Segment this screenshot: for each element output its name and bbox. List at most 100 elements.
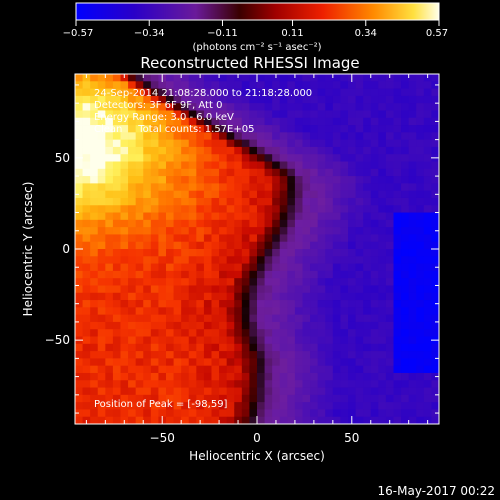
heatmap-cell (408, 351, 417, 359)
heatmap-cell (128, 380, 137, 388)
heatmap-cell (363, 336, 372, 345)
heatmap-cell (423, 394, 432, 403)
heatmap-cell (416, 227, 425, 235)
heatmap-cell (97, 321, 106, 330)
heatmap-cell (135, 183, 144, 192)
heatmap-cell (166, 300, 174, 308)
heatmap-cell (188, 205, 197, 213)
heatmap-cell (135, 365, 144, 374)
heatmap-cell (325, 270, 334, 279)
heatmap-cell (272, 183, 281, 192)
heatmap-cell (128, 88, 137, 97)
heatmap-cell (264, 95, 273, 104)
heatmap-cell (128, 146, 137, 155)
heatmap-cell (348, 394, 356, 403)
heatmap-cell (363, 168, 372, 177)
heatmap-cell (196, 125, 205, 133)
heatmap-cell (401, 168, 410, 177)
heatmap-cell (378, 394, 387, 403)
heatmap-cell (196, 81, 205, 89)
heatmap-cell (348, 409, 356, 418)
heatmap-cell (173, 227, 182, 235)
heatmap-cell (173, 314, 182, 323)
heatmap-cell (211, 263, 220, 272)
heatmap-cell (348, 256, 356, 264)
heatmap-cell (294, 125, 303, 133)
heatmap-cell (317, 103, 326, 111)
heatmap-cell (363, 117, 372, 126)
heatmap-cell (279, 125, 288, 133)
heatmap-cell (272, 300, 281, 308)
heatmap-cell (317, 249, 326, 257)
heatmap-cell (135, 95, 144, 104)
heatmap-cell (188, 321, 197, 330)
heatmap-cell (416, 372, 425, 381)
heatmap-cell (385, 307, 394, 316)
heatmap-cell (135, 249, 144, 257)
heatmap-cell (97, 161, 106, 170)
heatmap-cell (166, 307, 174, 316)
heatmap-cell (196, 168, 205, 177)
heatmap-cell (302, 176, 311, 184)
heatmap-cell (143, 197, 152, 206)
heatmap-cell (355, 117, 364, 126)
heatmap-cell (211, 256, 220, 264)
heatmap-cell (423, 402, 432, 410)
heatmap-cell (401, 219, 410, 228)
heatmap-cell (105, 278, 114, 286)
heatmap-cell (219, 74, 228, 82)
heatmap-cell (370, 307, 379, 316)
heatmap-cell (234, 139, 243, 148)
heatmap-cell (226, 146, 235, 155)
heatmap-cell (90, 409, 99, 418)
heatmap-cell (249, 372, 258, 381)
heatmap-cell (82, 307, 91, 316)
heatmap-cell (393, 183, 402, 192)
heatmap-cell (378, 234, 387, 243)
heatmap-cell (90, 95, 99, 104)
colorbar-tick-label: 0.34 (355, 28, 377, 39)
heatmap-cell (408, 95, 417, 104)
heatmap-cell (181, 95, 190, 104)
heatmap-cell (287, 402, 296, 410)
heatmap-cell (257, 351, 265, 359)
heatmap-cell (408, 307, 417, 316)
heatmap-cell (82, 95, 91, 104)
heatmap-cell (173, 292, 182, 301)
heatmap-cell (196, 314, 205, 323)
heatmap-cell (370, 416, 379, 425)
heatmap-cell (310, 278, 319, 286)
heatmap-cell (105, 88, 114, 97)
heatmap-cell (378, 365, 387, 374)
heatmap-cell (272, 219, 281, 228)
heatmap-cell (310, 343, 319, 352)
heatmap-cell (143, 336, 152, 345)
heatmap-cell (241, 329, 250, 337)
heatmap-cell (272, 263, 281, 272)
heatmap-cell (401, 416, 410, 425)
heatmap-cell (105, 154, 114, 162)
heatmap-cell (287, 343, 296, 352)
heatmap-cell (135, 292, 144, 301)
heatmap-cell (97, 402, 106, 410)
heatmap-cell (416, 154, 425, 162)
heatmap-cell (97, 234, 106, 243)
heatmap-cell (317, 212, 326, 221)
heatmap-cell (317, 227, 326, 235)
heatmap-cell (416, 387, 425, 396)
heatmap-cell (249, 132, 258, 141)
heatmap-cell (340, 270, 349, 279)
heatmap-cell (166, 197, 174, 206)
heatmap-cell (196, 146, 205, 155)
heatmap-cell (112, 336, 121, 345)
heatmap-cell (302, 161, 311, 170)
heatmap-cell (264, 394, 273, 403)
heatmap-cell (166, 387, 174, 396)
heatmap-cell (120, 380, 129, 388)
heatmap-cell (188, 117, 197, 126)
heatmap-cell (173, 88, 182, 97)
heatmap-cell (241, 132, 250, 141)
heatmap-cell (143, 139, 152, 148)
heatmap-cell (112, 263, 121, 272)
heatmap-cell (97, 205, 106, 213)
